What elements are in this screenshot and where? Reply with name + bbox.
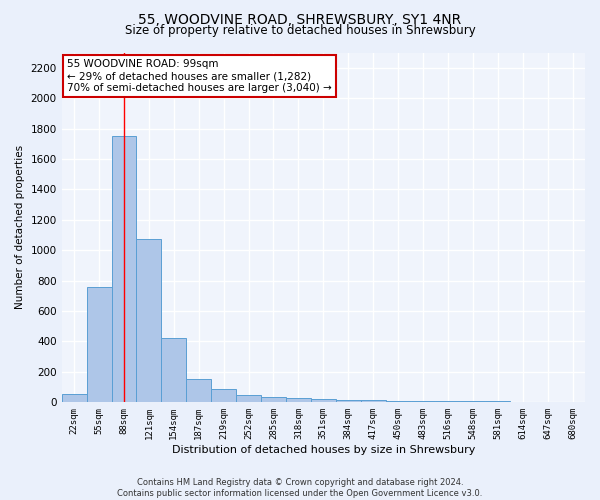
Bar <box>136 239 161 402</box>
Bar <box>410 401 436 402</box>
Bar <box>62 394 86 402</box>
Text: 55, WOODVINE ROAD, SHREWSBURY, SY1 4NR: 55, WOODVINE ROAD, SHREWSBURY, SY1 4NR <box>139 12 461 26</box>
Bar <box>186 379 211 402</box>
Bar <box>211 390 236 402</box>
Bar <box>161 338 186 402</box>
Bar <box>311 400 336 402</box>
Bar <box>86 286 112 403</box>
Text: Contains HM Land Registry data © Crown copyright and database right 2024.
Contai: Contains HM Land Registry data © Crown c… <box>118 478 482 498</box>
Bar <box>436 401 460 402</box>
Y-axis label: Number of detached properties: Number of detached properties <box>15 146 25 310</box>
Bar <box>386 400 410 402</box>
Bar <box>236 396 261 402</box>
Bar <box>112 136 136 402</box>
Bar <box>336 400 361 402</box>
X-axis label: Distribution of detached houses by size in Shrewsbury: Distribution of detached houses by size … <box>172 445 475 455</box>
Bar <box>286 398 311 402</box>
Text: 55 WOODVINE ROAD: 99sqm
← 29% of detached houses are smaller (1,282)
70% of semi: 55 WOODVINE ROAD: 99sqm ← 29% of detache… <box>67 60 332 92</box>
Bar <box>261 397 286 402</box>
Text: Size of property relative to detached houses in Shrewsbury: Size of property relative to detached ho… <box>125 24 475 37</box>
Bar <box>361 400 386 402</box>
